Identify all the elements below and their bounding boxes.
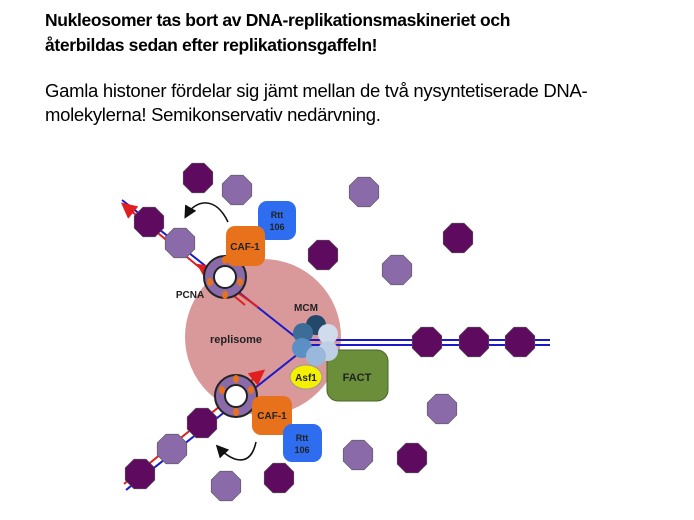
histones: [124, 162, 536, 502]
asf1: [289, 364, 323, 390]
rtt106-bottom: [283, 424, 322, 462]
body-line-1: Gamla histoner fördelar sig jämt mellan …: [45, 80, 588, 101]
caf1-top: [226, 226, 265, 266]
new-histone-octamer: [210, 470, 242, 502]
new-histone-octamer: [381, 254, 413, 286]
pcna-ring-bottom: [214, 374, 258, 418]
slide-body: Gamla histoner fördelar sig jämt mellan …: [45, 79, 588, 127]
mcm-label: MCM: [294, 303, 318, 314]
rtt106-bottom-label: Rtt: [296, 433, 309, 443]
caf1-top-label: CAF-1: [230, 242, 260, 253]
new-histone-octamer: [426, 393, 458, 425]
old-histone-octamer: [133, 206, 165, 238]
slide-title: Nukleosomer tas bort av DNA-replikations…: [45, 8, 510, 58]
new-histone-octamer: [164, 227, 196, 259]
caf1-bottom-label: CAF-1: [257, 411, 287, 422]
old-histone-octamer: [411, 326, 443, 358]
new-histone-octamer: [342, 439, 374, 471]
old-histone-octamer: [504, 326, 536, 358]
title-line-2: återbildas sedan efter replikationsgaffe…: [45, 35, 378, 55]
old-histone-octamer: [442, 222, 474, 254]
new-histone-octamer: [156, 433, 188, 465]
old-histone-octamer: [186, 407, 218, 439]
body-line-2: molekylerna! Semikonservativ nedärvning.: [45, 104, 381, 125]
old-histone-octamer: [263, 462, 295, 494]
rtt106-bottom-number: 106: [294, 445, 309, 455]
title-line-1: Nukleosomer tas bort av DNA-replikations…: [45, 10, 511, 30]
asf1-label: Asf1: [295, 373, 317, 384]
new-histone-octamer: [348, 176, 380, 208]
deposition-arrow-top: [184, 202, 229, 223]
pcna-ring-top: [203, 255, 247, 299]
mcm-helicase: [292, 315, 338, 366]
fact-label: FACT: [343, 372, 372, 384]
rtt106-top: [258, 201, 296, 240]
deposition-arrow-bottom: [215, 441, 257, 461]
new-histone-octamer: [221, 174, 253, 206]
caf1-bottom: [252, 396, 292, 435]
old-histone-octamer: [307, 239, 339, 271]
old-histone-octamer: [458, 326, 490, 358]
old-histone-octamer: [124, 458, 156, 490]
replisome-label: replisome: [210, 334, 262, 346]
pcna-label: PCNA: [176, 290, 204, 301]
old-histone-octamer: [396, 442, 428, 474]
fact-complex: [326, 349, 389, 402]
rtt106-top-number: 106: [269, 222, 284, 232]
old-histone-octamer: [182, 162, 214, 194]
rtt106-top-label: Rtt: [271, 210, 284, 220]
